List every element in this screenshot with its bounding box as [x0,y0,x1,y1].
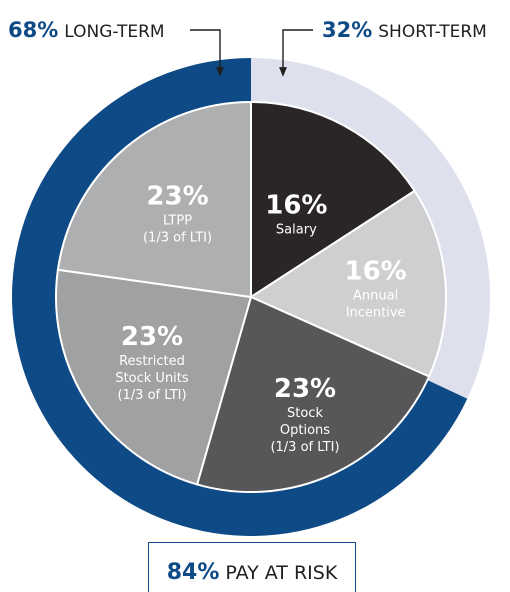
slice-label-5-line-1: LTPP [163,213,192,228]
short-term-header: 32% SHORT-TERM [322,18,487,42]
pie-slice-2 [248,189,447,378]
pay-at-risk-callout: 84% PAY AT RISK [148,542,356,592]
slice-label-3-line-3: (1/3 of LTI) [270,440,339,455]
slice-percent-2: 16% [345,256,407,286]
slice-label-5-line-2: (1/3 of LTI) [143,230,212,245]
long-term-percent: 68% [8,18,58,42]
slice-percent-1: 16% [265,191,327,221]
long-term-header: 68% LONG-TERM [8,18,165,42]
pie-slice-5 [56,100,252,299]
slice-label-4-line-3: (1/3 of LTI) [117,388,186,403]
pie-slice-3 [195,295,431,493]
slice-percent-5: 23% [146,181,208,211]
pay-at-risk-percent: 84% [166,560,220,585]
slice-label-4-line-2: Stock Units [115,371,189,386]
short-term-leader-arrow [279,29,313,77]
pie-slice-1 [250,100,416,299]
slice-label-1-line-1: Salary [276,223,317,238]
long-term-leader-arrow [190,29,224,77]
pay-at-risk-label: PAY AT RISK [225,561,338,584]
slice-label-2-line-1: Annual [353,288,398,303]
slice-percent-4: 23% [121,322,183,352]
pie-slice-4 [55,268,253,486]
slice-label-2-line-2: Incentive [346,305,406,320]
short-term-label: SHORT-TERM [378,22,487,42]
slice-label-3-line-1: Stock [287,406,323,421]
slice-percent-3: 23% [274,374,336,404]
short-term-percent: 32% [322,18,372,42]
slice-label-3-line-2: Options [280,423,330,438]
long-term-label: LONG-TERM [64,22,164,42]
slice-label-4-line-1: Restricted [119,354,185,369]
